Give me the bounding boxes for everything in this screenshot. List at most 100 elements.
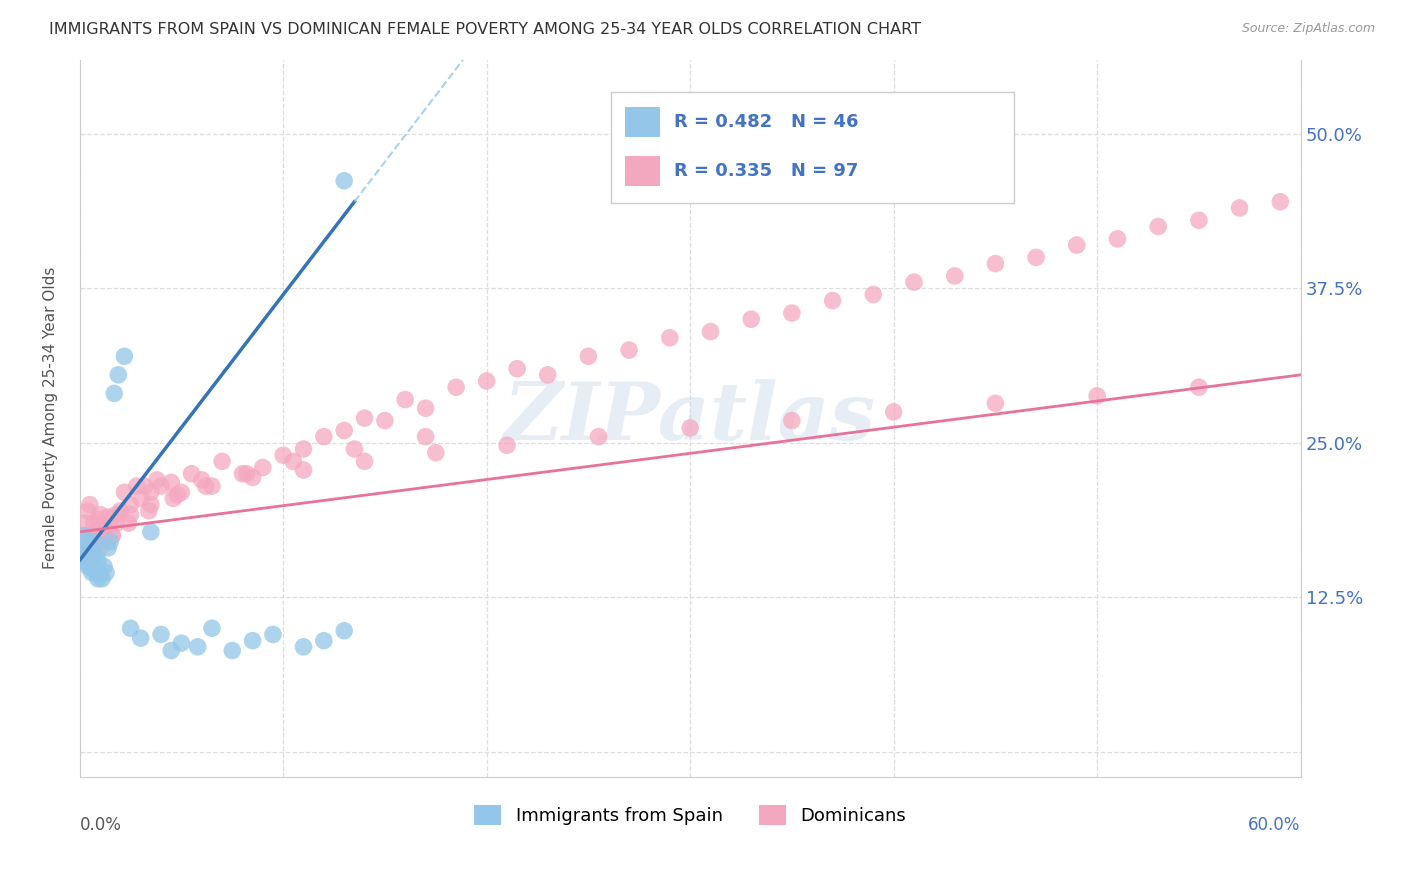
Point <box>333 424 356 438</box>
Point <box>343 442 366 456</box>
Point <box>84 534 107 549</box>
Point <box>101 528 124 542</box>
Point <box>84 549 107 564</box>
Point <box>242 633 264 648</box>
Point <box>112 485 135 500</box>
Text: IMMIGRANTS FROM SPAIN VS DOMINICAN FEMALE POVERTY AMONG 25-34 YEAR OLDS CORRELAT: IMMIGRANTS FROM SPAIN VS DOMINICAN FEMAL… <box>49 22 921 37</box>
Point <box>1025 251 1047 265</box>
Point <box>129 631 152 645</box>
Point <box>138 504 160 518</box>
Point <box>101 528 124 542</box>
Text: R = 0.335   N = 97: R = 0.335 N = 97 <box>675 161 859 180</box>
Point <box>105 508 128 522</box>
Point <box>98 516 121 531</box>
Point <box>150 479 173 493</box>
Point <box>576 349 599 363</box>
Point <box>271 448 294 462</box>
FancyBboxPatch shape <box>626 107 659 137</box>
Point <box>943 268 966 283</box>
Point <box>80 566 103 580</box>
Point <box>76 559 98 574</box>
Point <box>125 479 148 493</box>
Point <box>292 463 315 477</box>
Point <box>312 430 335 444</box>
Point <box>187 640 209 654</box>
Point <box>166 488 188 502</box>
Point <box>1107 232 1129 246</box>
Point <box>89 522 111 536</box>
Point <box>1229 201 1251 215</box>
Point <box>94 566 117 580</box>
Point <box>70 547 93 561</box>
Text: R = 0.482   N = 46: R = 0.482 N = 46 <box>675 113 859 131</box>
Point <box>79 553 101 567</box>
Point <box>75 516 97 531</box>
Point <box>83 534 105 549</box>
Point <box>190 473 212 487</box>
Point <box>242 470 264 484</box>
Point <box>475 374 498 388</box>
Point <box>180 467 202 481</box>
Point <box>134 479 156 493</box>
Point <box>76 504 98 518</box>
Point <box>821 293 844 308</box>
Point <box>170 485 193 500</box>
Point <box>73 541 96 555</box>
Point <box>139 498 162 512</box>
Point <box>76 541 98 555</box>
Point <box>374 414 396 428</box>
Point <box>120 621 142 635</box>
Point <box>79 544 101 558</box>
Point <box>93 533 115 547</box>
Point <box>1066 238 1088 252</box>
Point <box>984 256 1007 270</box>
Point <box>97 510 120 524</box>
Point <box>75 547 97 561</box>
Point <box>117 516 139 531</box>
Point <box>98 534 121 549</box>
Point <box>91 572 114 586</box>
Point <box>87 572 110 586</box>
Point <box>353 411 375 425</box>
Point <box>283 454 305 468</box>
Point <box>91 528 114 542</box>
Point <box>170 636 193 650</box>
Point <box>83 559 105 574</box>
Point <box>80 553 103 567</box>
Point <box>79 541 101 555</box>
Point <box>252 460 274 475</box>
Point <box>883 405 905 419</box>
Point <box>146 473 169 487</box>
Point <box>80 547 103 561</box>
FancyBboxPatch shape <box>626 156 659 186</box>
Point <box>588 430 610 444</box>
Point <box>1188 380 1211 394</box>
Point <box>679 421 702 435</box>
Point <box>120 508 142 522</box>
Point <box>201 479 224 493</box>
Point <box>201 621 224 635</box>
Point <box>97 541 120 555</box>
Point <box>231 467 253 481</box>
Point <box>262 627 284 641</box>
Point <box>211 454 233 468</box>
Point <box>80 533 103 547</box>
Point <box>740 312 762 326</box>
Point <box>292 442 315 456</box>
Point <box>76 528 98 542</box>
Point <box>139 524 162 539</box>
Point <box>79 537 101 551</box>
Point <box>87 512 110 526</box>
Point <box>110 504 132 518</box>
Point <box>444 380 467 394</box>
Point <box>73 528 96 542</box>
Point <box>94 524 117 539</box>
Point <box>89 566 111 580</box>
Point <box>658 331 681 345</box>
Text: 0.0%: 0.0% <box>80 816 121 834</box>
Point <box>87 553 110 567</box>
Point <box>105 516 128 531</box>
Point <box>129 491 152 506</box>
Point <box>79 498 101 512</box>
Point <box>862 287 884 301</box>
